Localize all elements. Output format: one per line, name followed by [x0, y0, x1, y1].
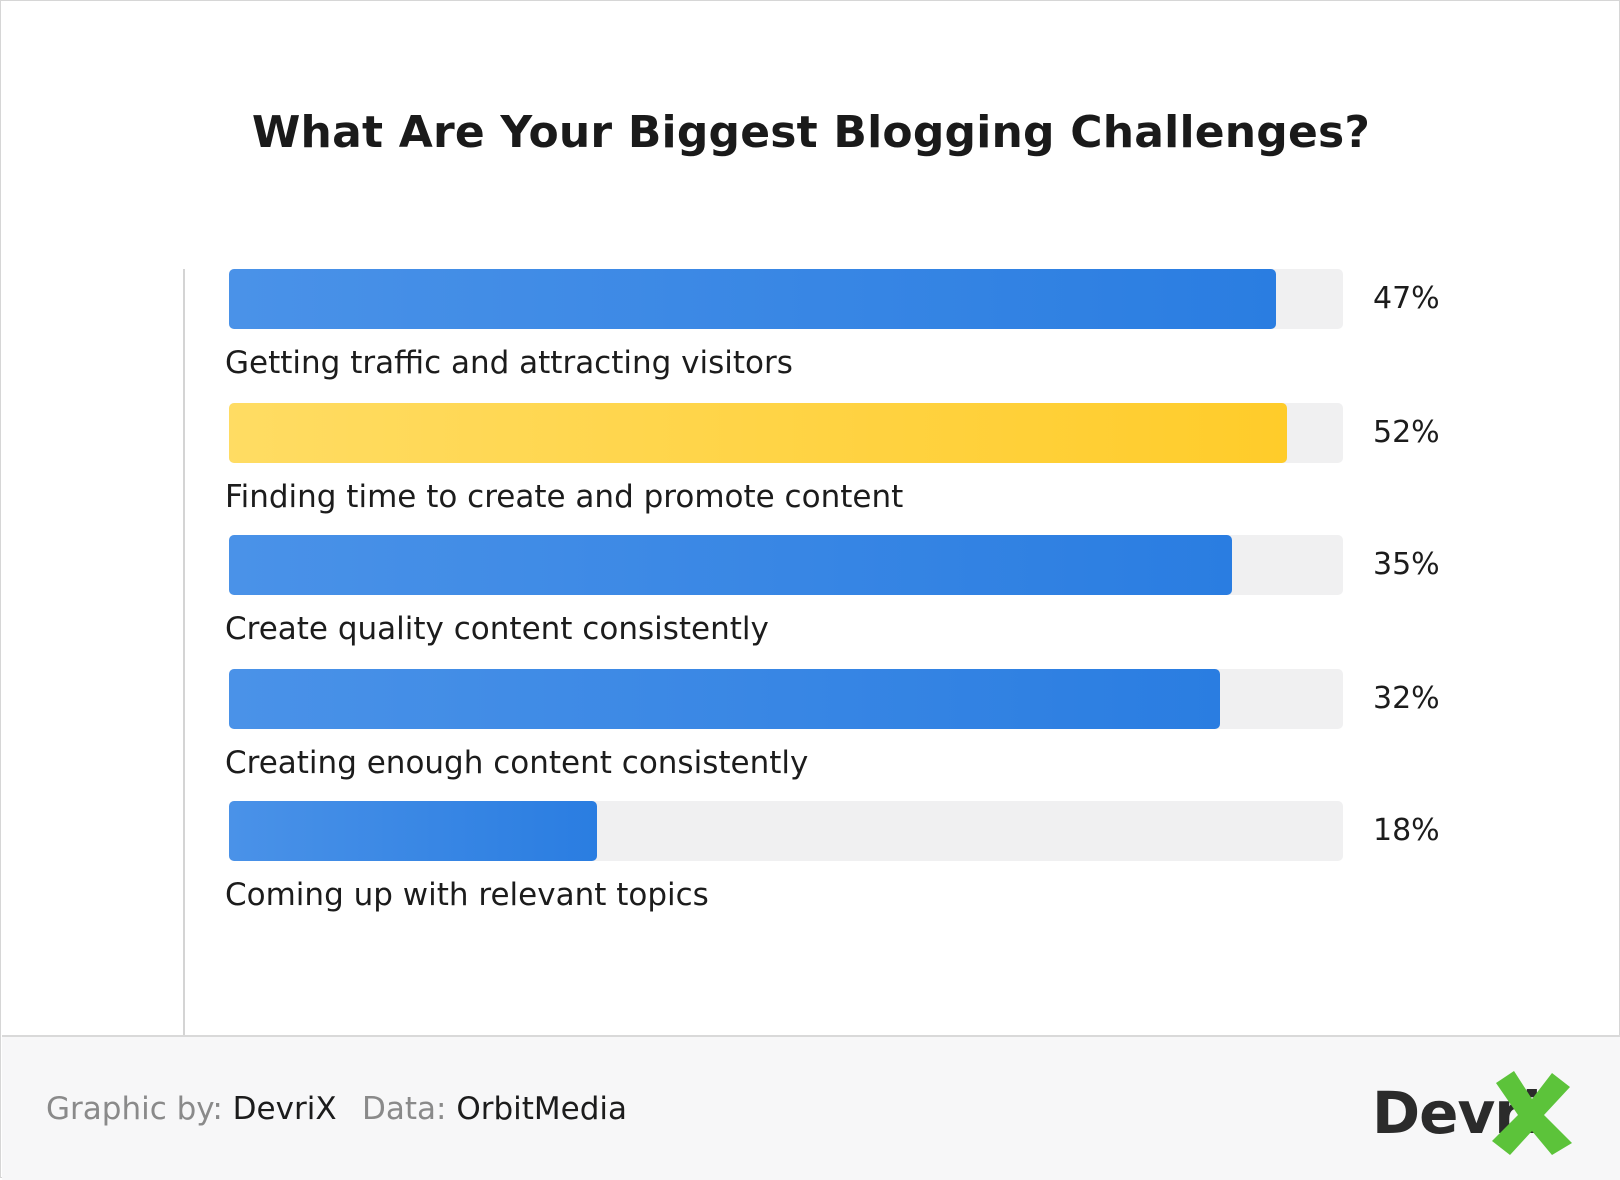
devrix-logo: Devri [1372, 1065, 1582, 1161]
category-label: Create quality content consistently [225, 611, 769, 647]
y-axis-line [183, 269, 185, 1035]
bar-row: 35% Create quality content consistently [1, 535, 1620, 655]
category-label: Getting traffic and attracting visitors [225, 345, 793, 381]
bar-row: 32% Creating enough content consistently [1, 669, 1620, 789]
data-source-value: OrbitMedia [456, 1091, 628, 1127]
footer: Graphic by: DevriX Data: OrbitMedia Devr… [2, 1035, 1620, 1180]
bar-row: 52% Finding time to create and promote co… [1, 403, 1620, 523]
bar-row: 18% Coming up with relevant topics [1, 801, 1620, 921]
bar-track [229, 535, 1343, 595]
bar-value-label: 32% [1373, 681, 1440, 716]
bar-track [229, 669, 1343, 729]
category-label: Coming up with relevant topics [225, 877, 709, 913]
bar-track [229, 403, 1343, 463]
bar-row: 47% Getting traffic and attracting visito… [1, 269, 1620, 389]
bar [229, 669, 1220, 729]
data-credit: Data: OrbitMedia [362, 1091, 627, 1127]
graphic-credit: Graphic by: DevriX [46, 1091, 337, 1127]
x-mark-icon [1492, 1071, 1572, 1155]
bar-value-label: 35% [1373, 547, 1440, 582]
bar-chart: 47% Getting traffic and attracting visito… [1, 1, 1620, 1035]
chart-title: What Are Your Biggest Blogging Challenge… [251, 107, 1371, 158]
bar-value-label: 47% [1373, 281, 1440, 316]
bar [229, 535, 1232, 595]
graphic-by-label: Graphic by: [46, 1091, 223, 1127]
graphic-by-value: DevriX [232, 1091, 337, 1127]
category-label: Finding time to create and promote conte… [225, 479, 904, 515]
bar-value-label: 52% [1373, 415, 1440, 450]
bar [229, 403, 1287, 463]
category-label: Creating enough content consistently [225, 745, 809, 781]
bar-track [229, 269, 1343, 329]
bar [229, 801, 597, 861]
data-source-label: Data: [362, 1091, 447, 1127]
bar-value-label: 18% [1373, 813, 1440, 848]
bar [229, 269, 1276, 329]
bar-track [229, 801, 1343, 861]
